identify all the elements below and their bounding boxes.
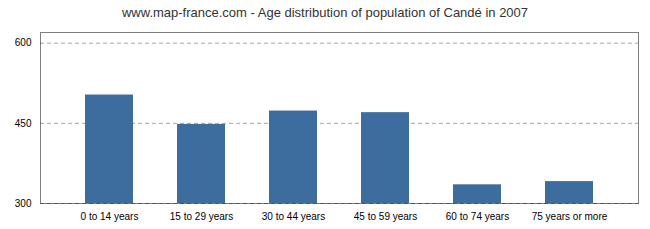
svg-text:45 to 59 years: 45 to 59 years [354,211,417,222]
svg-text:15 to 29 years: 15 to 29 years [170,211,233,222]
svg-text:30 to 44 years: 30 to 44 years [262,211,325,222]
svg-text:600: 600 [15,37,32,48]
svg-text:0 to 14 years: 0 to 14 years [81,211,139,222]
svg-text:300: 300 [15,198,32,209]
svg-text:60 to 74 years: 60 to 74 years [446,211,509,222]
svg-text:75 years or more: 75 years or more [532,211,608,222]
svg-text:450: 450 [15,118,32,129]
html-text:www.map-france.com - Age distr: www.map-france.com - Age distribution of… [121,5,529,20]
